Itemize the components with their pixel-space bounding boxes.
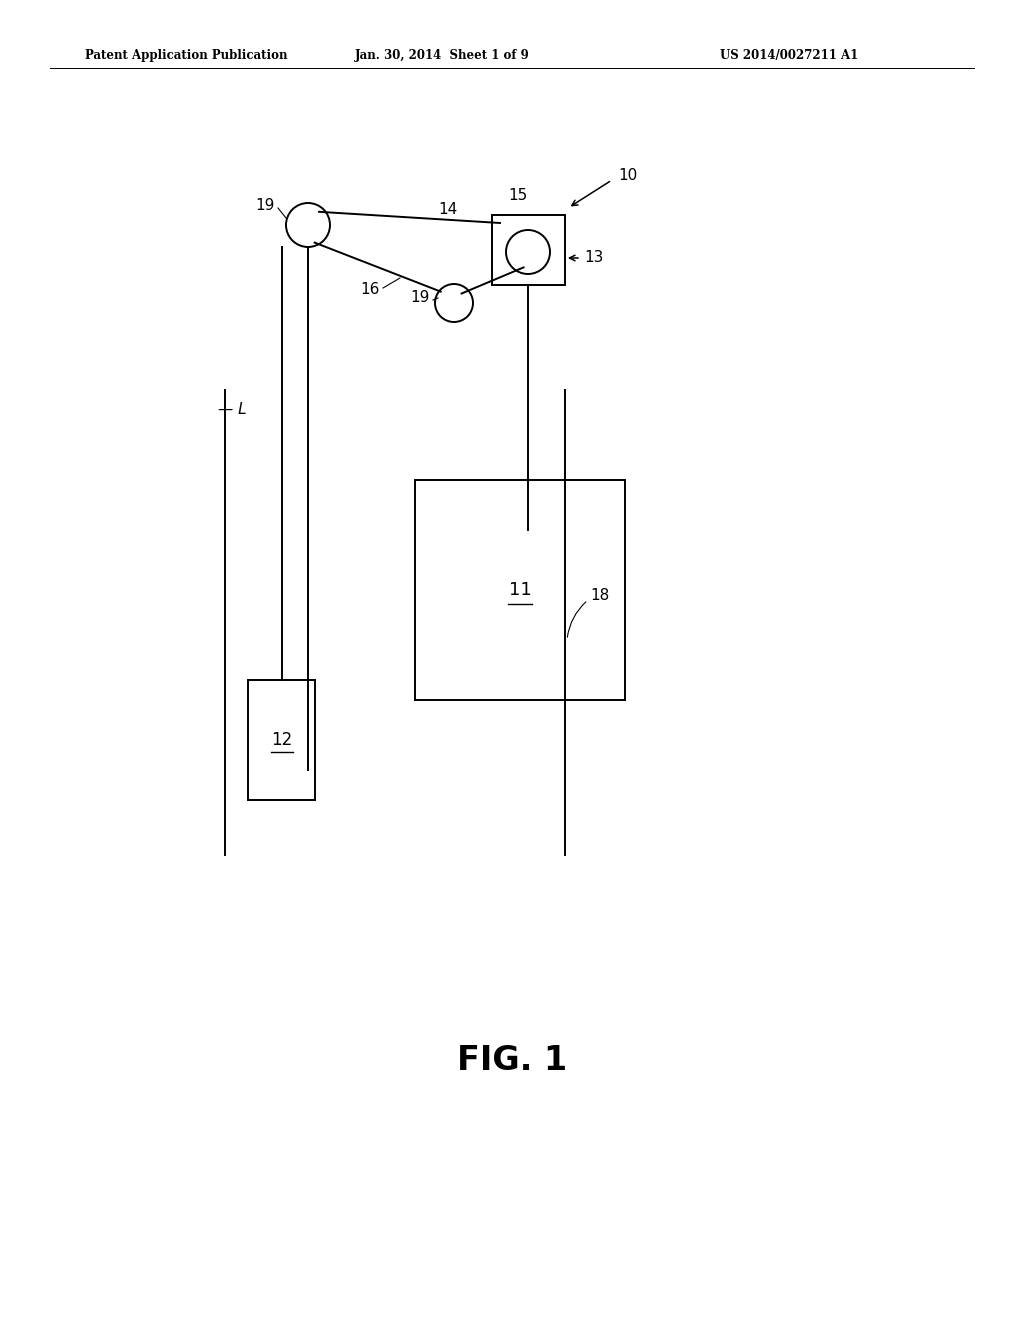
Text: Patent Application Publication: Patent Application Publication (85, 49, 288, 62)
Text: Jan. 30, 2014  Sheet 1 of 9: Jan. 30, 2014 Sheet 1 of 9 (355, 49, 529, 62)
Text: 10: 10 (618, 168, 637, 182)
Text: — L: — L (218, 403, 247, 417)
Bar (415, 480, 625, 700)
Text: 11: 11 (509, 581, 531, 599)
Text: 12: 12 (271, 731, 292, 748)
Text: US 2014/0027211 A1: US 2014/0027211 A1 (720, 49, 858, 62)
Text: 13: 13 (584, 251, 603, 265)
Text: 19: 19 (256, 198, 275, 213)
Bar (492, 215, 565, 285)
Text: 18: 18 (590, 587, 609, 602)
Text: 19: 19 (411, 290, 430, 305)
Text: 16: 16 (360, 282, 380, 297)
Text: 15: 15 (508, 189, 527, 203)
Bar (248, 680, 315, 800)
Text: FIG. 1: FIG. 1 (457, 1044, 567, 1077)
Text: 14: 14 (438, 202, 458, 218)
